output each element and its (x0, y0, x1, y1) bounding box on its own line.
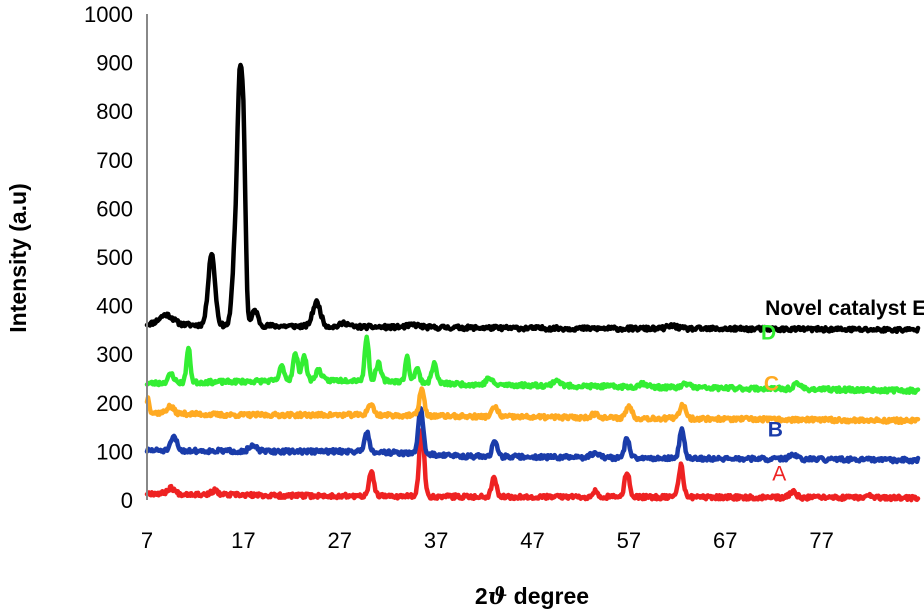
y-tick-label: 900 (96, 51, 133, 76)
y-tick-label: 600 (96, 196, 133, 221)
y-tick-label: 800 (96, 99, 133, 124)
series-label-b: B (768, 419, 783, 442)
y-tick-label: 700 (96, 148, 133, 173)
x-tick-label: 27 (328, 528, 352, 553)
y-tick-label: 0 (121, 488, 133, 513)
x-axis-title: 2ϑ degree (475, 583, 589, 610)
x-tick-label: 17 (231, 528, 255, 553)
series-label-c: C (764, 372, 779, 395)
y-axis-title: Intensity (a.u) (5, 183, 31, 333)
series-traces (144, 62, 921, 503)
x-tick-label: 57 (617, 528, 641, 553)
x-tick-label: 37 (424, 528, 448, 553)
y-tick-label: 500 (96, 245, 133, 270)
x-axis-title-prefix: 2 (475, 583, 488, 609)
y-tick-label: 1000 (84, 2, 133, 27)
y-tick-label: 100 (96, 439, 133, 464)
series-label-a: A (772, 462, 786, 485)
series-labels: Novel catalyst ED C BA (761, 297, 924, 485)
series-line-a (144, 427, 921, 503)
series-line-c (144, 386, 921, 426)
x-tick-label: 7 (141, 528, 153, 553)
x-axis-title-symbol: ϑ (488, 583, 508, 610)
x-tick-label: 67 (713, 528, 737, 553)
y-tick-label: 300 (96, 342, 133, 367)
series-line-novel-catalyst-e (144, 62, 921, 335)
x-tick-label: 47 (520, 528, 544, 553)
series-line-b (144, 405, 921, 465)
x-tick-labels: 7 17 27 37 47 57 67 77 (141, 528, 834, 553)
y-tick-labels: 0 100 200 300 400 500 600 700 800 900 1000 (84, 2, 133, 513)
y-tick-label: 400 (96, 294, 133, 319)
y-tick-label: 200 (96, 391, 133, 416)
series-label-novel-catalyst-e: Novel catalyst E (765, 297, 924, 320)
series-line-d (144, 334, 921, 395)
x-tick-label: 77 (809, 528, 833, 553)
series-label-d: D (761, 321, 776, 344)
x-axis-title-suffix: degree (507, 583, 589, 609)
